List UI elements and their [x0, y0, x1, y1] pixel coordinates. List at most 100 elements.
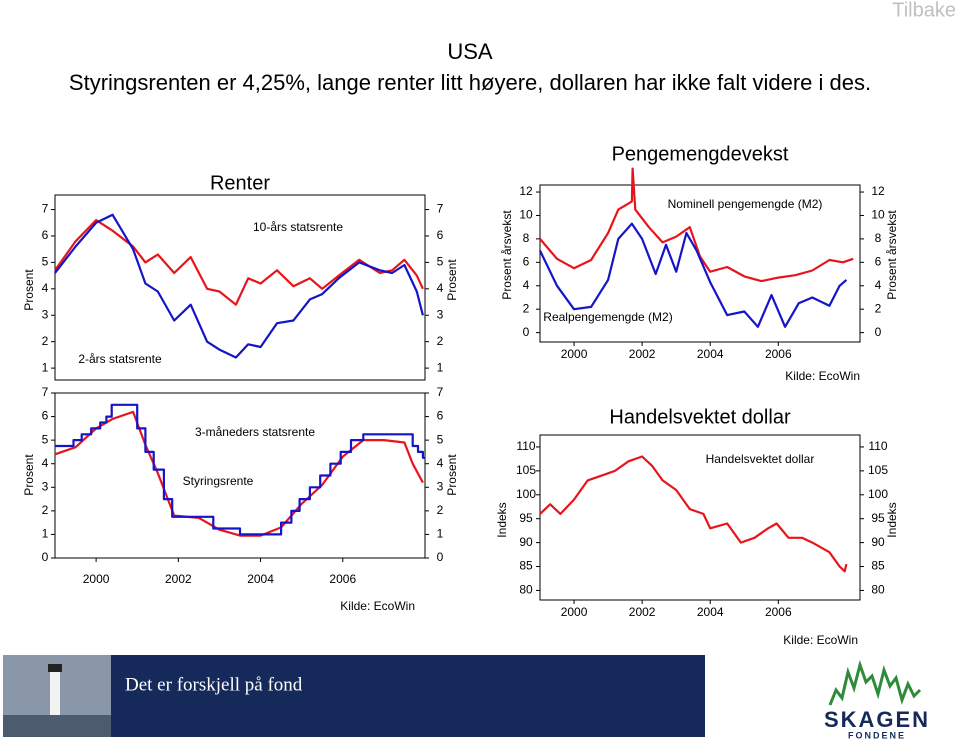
brand: SKAGEN	[824, 707, 930, 732]
plot-frame	[539, 184, 861, 343]
y2-tick-label: 5	[437, 255, 444, 269]
y-tick-label: 2	[42, 503, 49, 517]
x-tick-label: 2006	[329, 572, 356, 586]
y-tick-label: 7	[42, 385, 49, 399]
y2-tick-label: 4	[875, 278, 882, 292]
y2-tick-label: 4	[437, 281, 444, 295]
y-tick-label: 3	[42, 479, 49, 493]
y2-tick-label: 80	[871, 583, 885, 597]
y-tick-label: 5	[42, 432, 49, 446]
x-tick-label: 2006	[765, 605, 792, 619]
y2-tick-label: 7	[437, 385, 444, 399]
series-label: 10-års statsrente	[253, 220, 343, 234]
y2-tick-label: 10	[871, 208, 885, 222]
y-tick-label: 2	[42, 334, 49, 348]
y-tick-label: 7	[42, 202, 49, 216]
x-tick-label: 2004	[697, 605, 724, 619]
y-axis-label: Indeks	[495, 502, 509, 537]
y2-tick-label: 1	[437, 527, 444, 541]
y2-axis-label: Prosent	[445, 454, 459, 496]
y-tick-label: 12	[519, 184, 533, 198]
y-tick-label: 8	[523, 231, 530, 245]
y2-tick-label: 12	[871, 184, 885, 198]
y-tick-label: 110	[516, 439, 535, 453]
series-line	[54, 219, 424, 306]
y2-tick-label: 3	[437, 307, 444, 321]
series-label: 3-måneders statsrente	[195, 425, 315, 439]
x-tick-label: 2000	[561, 605, 588, 619]
y2-axis-label: Prosent årsvekst	[885, 210, 899, 300]
chart-title: Pengemengdevekst	[612, 143, 789, 165]
x-tick-label: 2000	[83, 572, 110, 586]
y-tick-label: 105	[516, 463, 536, 477]
series-line	[539, 455, 848, 573]
slogan: Det er forskjell på fond	[125, 674, 303, 695]
plot-frame	[54, 194, 426, 381]
lighthouse-top	[48, 664, 62, 672]
y2-tick-label: 2	[437, 334, 444, 348]
y-tick-label: 4	[523, 278, 530, 292]
series-line	[539, 222, 848, 328]
y-tick-label: 90	[519, 535, 533, 549]
chart-title: Renter	[210, 172, 270, 194]
back-link[interactable]: Tilbake	[892, 0, 956, 21]
y-axis-label: Prosent	[22, 454, 36, 496]
series-line	[54, 213, 424, 359]
y2-tick-label: 4	[437, 456, 444, 470]
series-label: 2-års statsrente	[78, 352, 162, 366]
y-axis-label: Prosent	[22, 269, 36, 311]
y2-tick-label: 5	[437, 432, 444, 446]
y-tick-label: 6	[523, 255, 530, 269]
y2-tick-label: 95	[871, 511, 885, 525]
source: Kilde: EcoWin	[783, 633, 858, 647]
y2-tick-label: 8	[875, 231, 882, 245]
x-tick-label: 2004	[697, 347, 724, 361]
y-tick-label: 0	[42, 550, 49, 564]
slide-subtitle: Styringsrenten er 4,25%, lange renter li…	[69, 70, 871, 95]
slide-title: USA	[447, 39, 493, 64]
y-tick-label: 4	[42, 456, 49, 470]
y2-tick-label: 100	[868, 487, 888, 501]
y-tick-label: 95	[519, 511, 533, 525]
y2-tick-label: 6	[437, 409, 444, 423]
y-tick-label: 2	[523, 301, 530, 315]
series-label: Realpengemengde (M2)	[543, 310, 672, 324]
y-tick-label: 6	[42, 409, 49, 423]
series-line	[54, 410, 424, 537]
brand-sub: FONDENE	[848, 730, 906, 740]
y2-tick-label: 6	[437, 228, 444, 242]
series-label: Nominell pengemengde (M2)	[668, 197, 823, 211]
y-tick-label: 80	[519, 583, 533, 597]
source: Kilde: EcoWin	[785, 369, 860, 383]
y-tick-label: 4	[42, 281, 49, 295]
y2-tick-label: 6	[875, 255, 882, 269]
y2-tick-label: 2	[437, 503, 444, 517]
source: Kilde: EcoWin	[340, 599, 415, 613]
x-tick-label: 2002	[629, 605, 656, 619]
y-tick-label: 6	[42, 228, 49, 242]
x-tick-label: 2006	[765, 347, 792, 361]
banner-bg	[3, 655, 705, 737]
series-line	[55, 403, 425, 536]
plot-frame	[54, 392, 426, 559]
y2-tick-label: 110	[868, 439, 887, 453]
y-tick-label: 0	[523, 325, 530, 339]
y2-tick-label: 2	[875, 301, 882, 315]
x-tick-label: 2004	[247, 572, 274, 586]
y2-tick-label: 90	[871, 535, 885, 549]
y2-tick-label: 105	[868, 463, 888, 477]
x-tick-label: 2002	[165, 572, 192, 586]
series-line	[539, 167, 854, 283]
y-tick-label: 85	[519, 559, 533, 573]
x-tick-label: 2002	[629, 347, 656, 361]
logo-graph	[828, 659, 922, 706]
footer-banner: Det er forskjell på fond	[3, 655, 705, 737]
y2-axis-label: Prosent	[445, 259, 459, 301]
y2-tick-label: 85	[871, 559, 885, 573]
plot-frame	[539, 434, 861, 601]
chart-title: Handelsvektet dollar	[609, 406, 791, 428]
y2-tick-label: 0	[875, 325, 882, 339]
series-label: Handelsvektet dollar	[706, 452, 815, 466]
